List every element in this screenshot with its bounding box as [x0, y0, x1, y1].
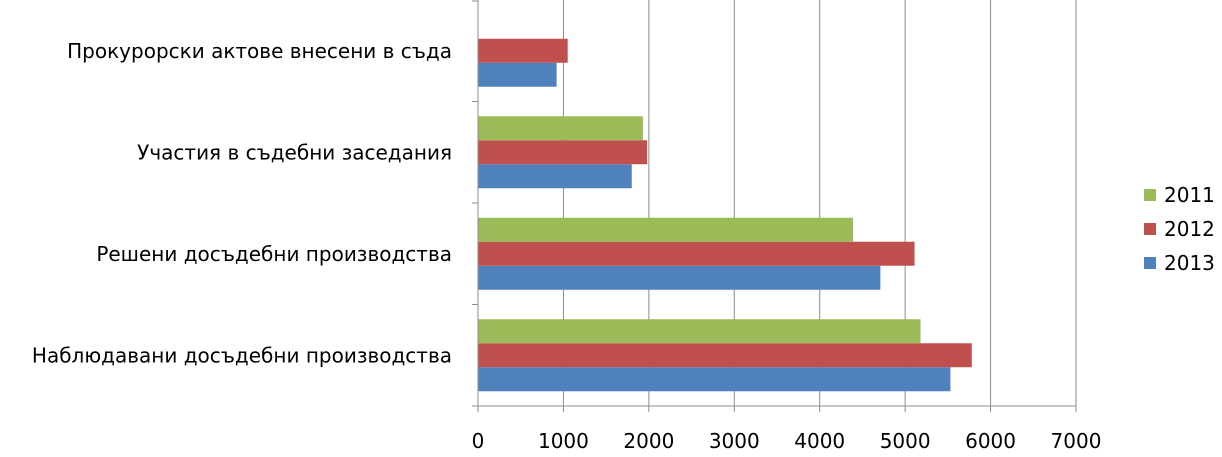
legend-label-2012: 2012 — [1164, 217, 1215, 241]
legend-label-2011: 2011 — [1164, 183, 1215, 207]
x-tick-label: 6000 — [965, 429, 1016, 453]
x-tick-label: 2000 — [623, 429, 674, 453]
bar-2011-2 — [478, 116, 643, 141]
bar-2011-0 — [478, 319, 921, 344]
legend-swatch-2013 — [1144, 257, 1156, 269]
category-label: Участия в съдебни заседания — [137, 140, 452, 164]
x-tick-label: 3000 — [709, 429, 760, 453]
gridlines — [562, 0, 1077, 406]
bars — [478, 38, 972, 392]
bar-2012-3 — [478, 38, 568, 63]
bar-2013-3 — [478, 62, 557, 87]
category-label: Прокурорски актове внесени в съда — [67, 39, 452, 63]
x-tick-label: 4000 — [794, 429, 845, 453]
bar-2011-1 — [478, 217, 854, 242]
bar-2012-2 — [478, 140, 648, 165]
x-tick-label: 5000 — [880, 429, 931, 453]
bar-2012-1 — [478, 241, 915, 266]
axes — [472, 0, 1077, 412]
x-tick-label: 1000 — [538, 429, 589, 453]
legend-swatch-2012 — [1144, 223, 1156, 235]
legend-label-2013: 2013 — [1164, 251, 1215, 275]
category-label: Решени досъдебни производства — [96, 242, 452, 266]
x-tick-label: 0 — [472, 429, 485, 453]
bar-2013-1 — [478, 265, 881, 290]
x-tick-label: 7000 — [1051, 429, 1102, 453]
category-labels: Наблюдавани досъдебни производства Решени… — [32, 39, 452, 368]
bar-2012-0 — [478, 343, 972, 368]
bar-2013-2 — [478, 164, 632, 189]
bar-2013-0 — [478, 367, 951, 392]
category-label: Наблюдавани досъдебни производства — [32, 343, 452, 367]
x-tick-labels: 0 1000 2000 3000 4000 5000 6000 7000 — [472, 429, 1102, 453]
legend-swatch-2011 — [1144, 189, 1156, 201]
legend: 2011 2012 2013 — [1144, 183, 1215, 275]
